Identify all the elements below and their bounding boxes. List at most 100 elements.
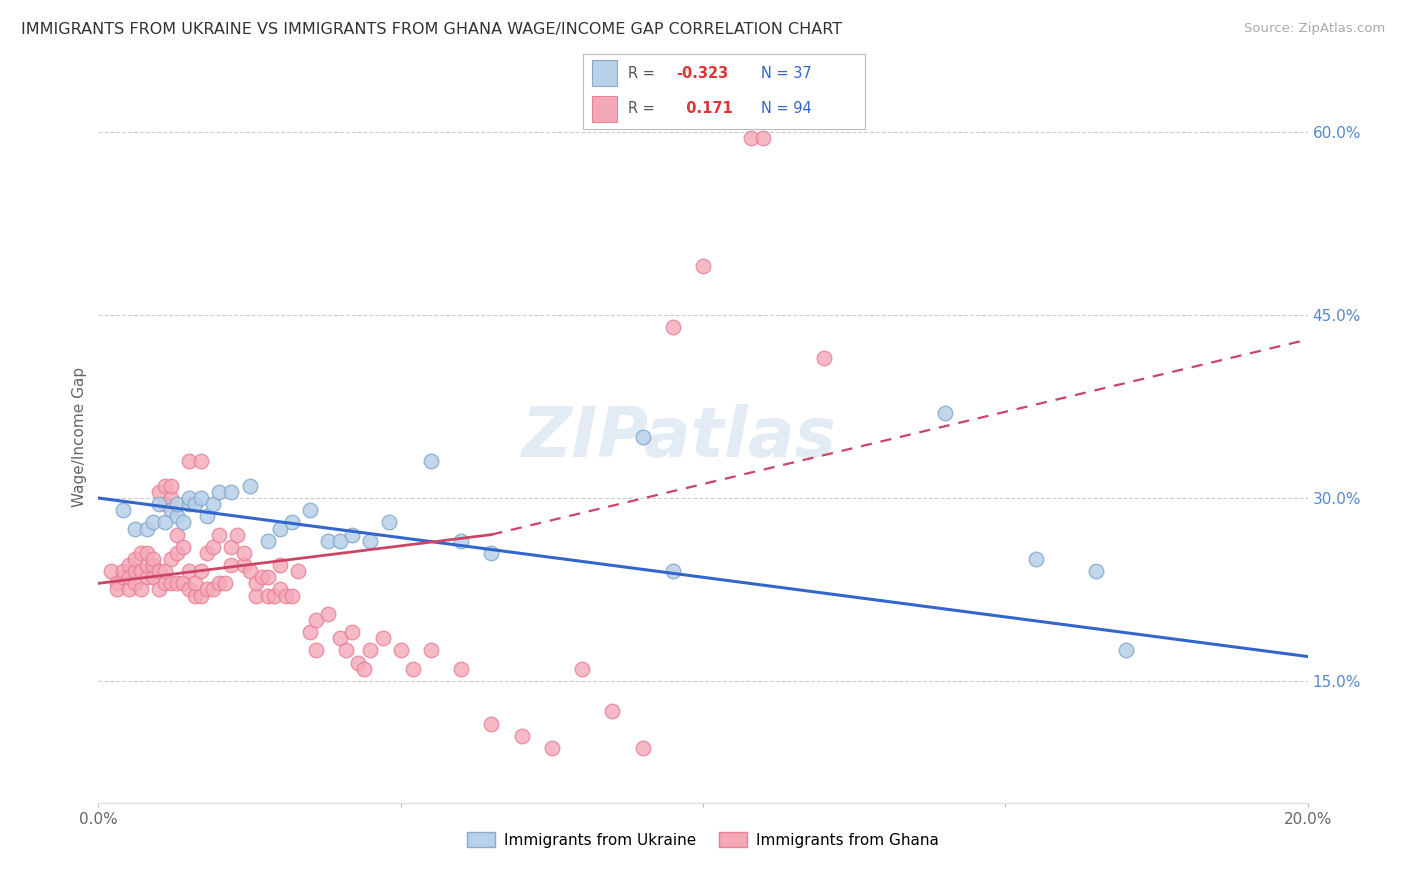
- Point: [281, 516, 304, 530]
- Point: [202, 540, 225, 554]
- Point: [124, 576, 146, 591]
- Point: [166, 576, 188, 591]
- Point: [190, 564, 212, 578]
- Point: [148, 564, 170, 578]
- Legend: Immigrants from Ukraine, Immigrants from Ghana: Immigrants from Ukraine, Immigrants from…: [461, 825, 945, 854]
- Y-axis label: Wage/Income Gap: Wage/Income Gap: [72, 367, 87, 508]
- Point: [172, 516, 194, 530]
- Point: [305, 643, 328, 657]
- Point: [190, 491, 212, 505]
- Point: [179, 582, 201, 597]
- Point: [250, 570, 273, 584]
- Point: [510, 729, 533, 743]
- Text: -0.323: -0.323: [676, 66, 728, 81]
- Point: [135, 558, 157, 573]
- Point: [1115, 643, 1137, 657]
- Point: [142, 516, 165, 530]
- Point: [153, 564, 176, 578]
- Point: [105, 582, 128, 597]
- Point: [179, 564, 201, 578]
- Point: [105, 576, 128, 591]
- Point: [269, 521, 291, 535]
- Point: [602, 705, 624, 719]
- Point: [190, 589, 212, 603]
- Point: [135, 521, 157, 535]
- Point: [172, 576, 194, 591]
- Point: [481, 546, 503, 560]
- Point: [160, 576, 183, 591]
- Point: [256, 570, 278, 584]
- Point: [184, 497, 207, 511]
- Point: [239, 564, 262, 578]
- Point: [208, 485, 231, 500]
- Point: [299, 625, 322, 640]
- Point: [166, 546, 188, 560]
- Point: [148, 582, 170, 597]
- Point: [377, 516, 399, 530]
- Point: [214, 576, 236, 591]
- Point: [316, 533, 339, 548]
- Point: [153, 479, 176, 493]
- Point: [389, 643, 412, 657]
- Text: 0.171: 0.171: [676, 102, 733, 116]
- Point: [329, 533, 352, 548]
- Point: [166, 527, 188, 541]
- Point: [661, 320, 683, 334]
- Point: [740, 131, 762, 145]
- Point: [160, 479, 183, 493]
- Point: [111, 503, 134, 517]
- Point: [420, 454, 443, 468]
- Point: [353, 662, 375, 676]
- Text: R =: R =: [628, 102, 659, 116]
- Point: [316, 607, 339, 621]
- Point: [166, 497, 188, 511]
- Bar: [592, 96, 617, 122]
- Point: [221, 485, 243, 500]
- Point: [256, 533, 278, 548]
- Point: [111, 564, 134, 578]
- Point: [202, 582, 225, 597]
- Point: [1085, 564, 1108, 578]
- Point: [342, 625, 364, 640]
- Point: [202, 497, 225, 511]
- Point: [179, 454, 201, 468]
- Point: [142, 552, 165, 566]
- Text: IMMIGRANTS FROM UKRAINE VS IMMIGRANTS FROM GHANA WAGE/INCOME GAP CORRELATION CHA: IMMIGRANTS FROM UKRAINE VS IMMIGRANTS FR…: [21, 22, 842, 37]
- Text: N = 37: N = 37: [761, 66, 811, 81]
- Point: [239, 479, 262, 493]
- Point: [195, 509, 218, 524]
- Point: [481, 716, 503, 731]
- Point: [281, 589, 304, 603]
- Point: [172, 540, 194, 554]
- Point: [299, 503, 322, 517]
- Point: [124, 521, 146, 535]
- Point: [111, 570, 134, 584]
- Point: [752, 131, 775, 145]
- Point: [245, 576, 267, 591]
- Point: [631, 430, 654, 444]
- Point: [934, 406, 956, 420]
- Point: [135, 570, 157, 584]
- Point: [1024, 552, 1046, 566]
- Point: [129, 564, 152, 578]
- Point: [221, 540, 243, 554]
- Point: [360, 643, 382, 657]
- Point: [371, 632, 394, 646]
- Point: [342, 527, 364, 541]
- Point: [190, 454, 212, 468]
- Point: [129, 582, 152, 597]
- Point: [160, 491, 183, 505]
- Point: [135, 546, 157, 560]
- Point: [179, 491, 201, 505]
- Point: [631, 740, 654, 755]
- Text: Source: ZipAtlas.com: Source: ZipAtlas.com: [1244, 22, 1385, 36]
- Point: [160, 552, 183, 566]
- Point: [402, 662, 425, 676]
- Point: [245, 589, 267, 603]
- Point: [226, 527, 249, 541]
- Point: [129, 546, 152, 560]
- Point: [195, 546, 218, 560]
- Point: [184, 576, 207, 591]
- Point: [166, 509, 188, 524]
- Point: [661, 564, 683, 578]
